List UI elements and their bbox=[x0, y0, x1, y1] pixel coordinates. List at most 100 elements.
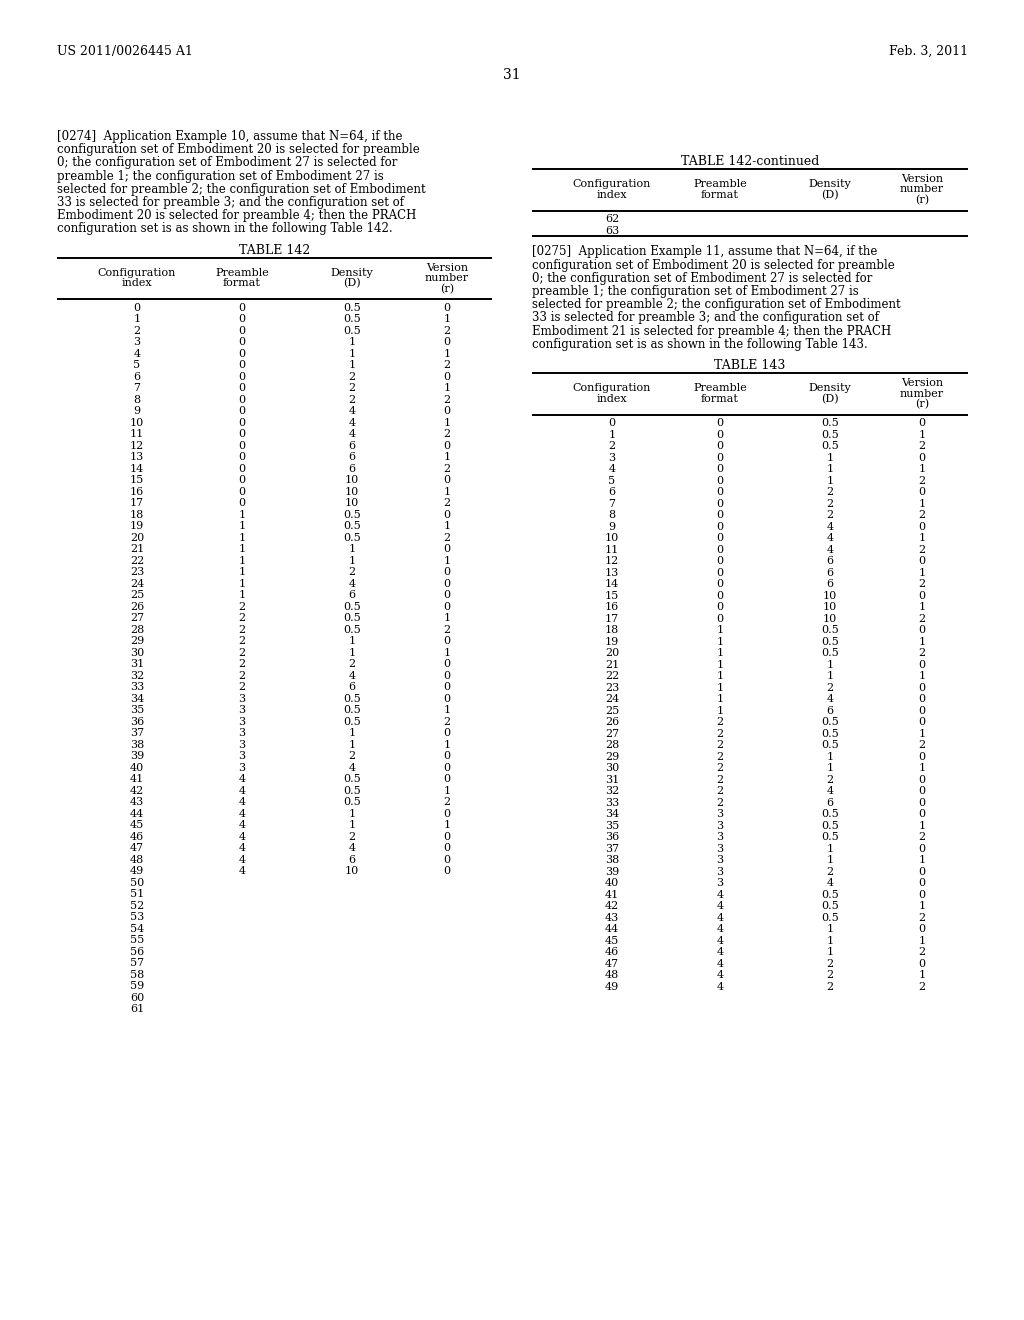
Text: Version: Version bbox=[426, 263, 468, 273]
Text: 3: 3 bbox=[239, 763, 246, 772]
Text: 0: 0 bbox=[239, 487, 246, 496]
Text: 0: 0 bbox=[239, 475, 246, 484]
Text: 1: 1 bbox=[919, 568, 926, 578]
Text: Density: Density bbox=[331, 268, 374, 277]
Text: 4: 4 bbox=[717, 958, 724, 969]
Text: 1: 1 bbox=[443, 314, 451, 325]
Text: Preamble: Preamble bbox=[215, 268, 269, 277]
Text: 20: 20 bbox=[130, 532, 144, 543]
Text: 1: 1 bbox=[443, 739, 451, 750]
Text: 1: 1 bbox=[826, 453, 834, 462]
Text: 1: 1 bbox=[348, 360, 355, 370]
Text: 10: 10 bbox=[345, 866, 359, 876]
Text: 0: 0 bbox=[717, 453, 724, 462]
Text: 2: 2 bbox=[239, 659, 246, 669]
Text: Version: Version bbox=[901, 174, 943, 183]
Text: 2: 2 bbox=[348, 659, 355, 669]
Text: format: format bbox=[701, 190, 739, 199]
Text: 0.5: 0.5 bbox=[343, 717, 360, 726]
Text: 0: 0 bbox=[443, 751, 451, 762]
Text: 3: 3 bbox=[608, 453, 615, 462]
Text: 1: 1 bbox=[717, 671, 724, 681]
Text: 1: 1 bbox=[348, 348, 355, 359]
Text: index: index bbox=[597, 190, 628, 199]
Text: 1: 1 bbox=[919, 429, 926, 440]
Text: 0.5: 0.5 bbox=[821, 636, 839, 647]
Text: 7: 7 bbox=[133, 383, 140, 393]
Text: 21: 21 bbox=[130, 544, 144, 554]
Text: 49: 49 bbox=[130, 866, 144, 876]
Text: 47: 47 bbox=[605, 958, 620, 969]
Text: 12: 12 bbox=[605, 556, 620, 566]
Text: 32: 32 bbox=[605, 787, 620, 796]
Text: 1: 1 bbox=[826, 751, 834, 762]
Text: Version: Version bbox=[901, 378, 943, 388]
Text: 1: 1 bbox=[239, 544, 246, 554]
Text: 0: 0 bbox=[919, 660, 926, 669]
Text: 30: 30 bbox=[130, 648, 144, 657]
Text: 0: 0 bbox=[717, 499, 724, 508]
Text: 3: 3 bbox=[239, 717, 246, 726]
Text: Configuration: Configuration bbox=[572, 180, 651, 189]
Text: 0.5: 0.5 bbox=[821, 729, 839, 739]
Text: 0: 0 bbox=[239, 407, 246, 416]
Text: 4: 4 bbox=[717, 946, 724, 957]
Text: 0: 0 bbox=[443, 774, 451, 784]
Text: 1: 1 bbox=[826, 924, 834, 935]
Text: 10: 10 bbox=[605, 533, 620, 543]
Text: 0: 0 bbox=[443, 602, 451, 611]
Text: 0: 0 bbox=[919, 787, 926, 796]
Text: 23: 23 bbox=[130, 568, 144, 577]
Text: 3: 3 bbox=[717, 843, 724, 854]
Text: 0.5: 0.5 bbox=[343, 693, 360, 704]
Text: 2: 2 bbox=[717, 729, 724, 739]
Text: preamble 1; the configuration set of Embodiment 27 is: preamble 1; the configuration set of Emb… bbox=[57, 169, 384, 182]
Text: 43: 43 bbox=[605, 912, 620, 923]
Text: 25: 25 bbox=[130, 590, 144, 601]
Text: 1: 1 bbox=[133, 314, 140, 325]
Text: 58: 58 bbox=[130, 970, 144, 979]
Text: 63: 63 bbox=[605, 226, 620, 235]
Text: 48: 48 bbox=[130, 854, 144, 865]
Text: 2: 2 bbox=[919, 475, 926, 486]
Text: 1: 1 bbox=[919, 821, 926, 830]
Text: 5: 5 bbox=[133, 360, 140, 370]
Text: 22: 22 bbox=[130, 556, 144, 565]
Text: 19: 19 bbox=[605, 636, 620, 647]
Text: 1: 1 bbox=[348, 337, 355, 347]
Text: 0: 0 bbox=[443, 763, 451, 772]
Text: 2: 2 bbox=[919, 579, 926, 589]
Text: 0: 0 bbox=[443, 866, 451, 876]
Text: 4: 4 bbox=[717, 936, 724, 945]
Text: 5: 5 bbox=[608, 475, 615, 486]
Text: 33: 33 bbox=[130, 682, 144, 692]
Text: 2: 2 bbox=[826, 958, 834, 969]
Text: number: number bbox=[900, 388, 944, 399]
Text: 2: 2 bbox=[717, 775, 724, 784]
Text: Embodiment 20 is selected for preamble 4; then the PRACH: Embodiment 20 is selected for preamble 4… bbox=[57, 209, 417, 222]
Text: (r): (r) bbox=[440, 284, 454, 294]
Text: (D): (D) bbox=[343, 279, 360, 289]
Text: 2: 2 bbox=[443, 532, 451, 543]
Text: 0: 0 bbox=[919, 958, 926, 969]
Text: 31: 31 bbox=[605, 775, 620, 784]
Text: 0: 0 bbox=[919, 682, 926, 693]
Text: 1: 1 bbox=[443, 383, 451, 393]
Text: 1: 1 bbox=[348, 809, 355, 818]
Text: 2: 2 bbox=[443, 624, 451, 635]
Text: 44: 44 bbox=[605, 924, 620, 935]
Text: 0: 0 bbox=[239, 417, 246, 428]
Text: 0: 0 bbox=[717, 429, 724, 440]
Text: 35: 35 bbox=[605, 821, 620, 830]
Text: 4: 4 bbox=[348, 578, 355, 589]
Text: 4: 4 bbox=[348, 843, 355, 853]
Text: 0: 0 bbox=[717, 521, 724, 532]
Text: 3: 3 bbox=[717, 855, 724, 865]
Text: 54: 54 bbox=[130, 924, 144, 933]
Text: [0274]  Application Example 10, assume that N=64, if the: [0274] Application Example 10, assume th… bbox=[57, 129, 402, 143]
Text: 60: 60 bbox=[130, 993, 144, 1003]
Text: (D): (D) bbox=[821, 190, 839, 201]
Text: 1: 1 bbox=[717, 626, 724, 635]
Text: 24: 24 bbox=[605, 694, 620, 704]
Text: 0: 0 bbox=[443, 510, 451, 520]
